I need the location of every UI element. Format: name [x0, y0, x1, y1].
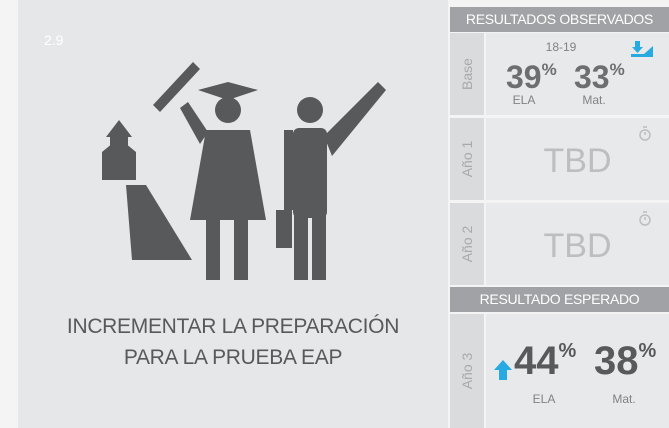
man-arm	[324, 82, 386, 156]
school-roof	[102, 138, 136, 152]
unit: %	[610, 60, 625, 79]
goal-number: 2.9	[44, 32, 63, 48]
gown	[190, 130, 266, 220]
year3-cell: 44% ELA 38% Mat.	[486, 314, 669, 428]
grad-leg	[206, 218, 220, 280]
download-icon	[631, 41, 653, 57]
grad-leg	[234, 218, 248, 280]
row-label-cell: Año 3	[450, 314, 484, 428]
grad-arm	[180, 102, 208, 144]
year1-cell: TBD	[486, 118, 669, 200]
ela-result: 44%	[514, 339, 576, 384]
status: TBD	[486, 227, 669, 266]
unit: %	[542, 60, 557, 79]
man-leg	[312, 215, 326, 280]
value: 33	[574, 59, 610, 95]
row-label: Base	[459, 58, 475, 90]
row-label-cell: Base	[450, 33, 484, 115]
value: 39	[506, 59, 542, 95]
up-arrow	[494, 360, 512, 380]
man-body	[293, 128, 327, 218]
ela-result: 39%	[506, 59, 557, 96]
goal-title: INCREMENTAR LA PREPARACIÓN	[18, 315, 448, 339]
status: TBD	[486, 142, 669, 181]
subject: ELA	[526, 392, 562, 406]
year2-cell: TBD	[486, 203, 669, 285]
value: 38	[594, 339, 639, 383]
row-label: Año 3	[459, 353, 475, 390]
subject: Mat.	[576, 93, 612, 107]
row-label-cell: Año 2	[450, 203, 484, 285]
observed-header: RESULTADOS OBSERVADOS	[450, 7, 669, 32]
subject: Mat.	[604, 392, 644, 406]
school-year: 18-19	[486, 40, 636, 54]
clock-icon	[638, 211, 652, 227]
school-body	[102, 152, 136, 180]
goal-panel: 2.9 INCREMENTAR LA PREPARACI	[18, 0, 448, 428]
church-roof	[106, 120, 132, 137]
row-label: Año 2	[459, 226, 475, 263]
man-head	[297, 97, 323, 123]
math-result: 38%	[594, 339, 656, 384]
page: {"badge": "2.9", "title": ["INCREMENTAR …	[0, 0, 669, 428]
briefcase	[276, 210, 292, 248]
base-cell: 18-19 39% ELA 33% Mat.	[486, 33, 669, 115]
unit: %	[639, 340, 657, 362]
expected-header: RESULTADO ESPERADO	[450, 287, 669, 312]
illustration	[88, 60, 388, 290]
subject: ELA	[508, 93, 540, 107]
unit: %	[559, 340, 577, 362]
man-arm	[284, 130, 293, 210]
value: 44	[514, 339, 559, 383]
goal-title: PARA LA PRUEBA EAP	[18, 346, 448, 370]
clock-icon	[638, 126, 652, 142]
diploma	[153, 62, 200, 112]
path	[126, 185, 192, 260]
math-result: 33%	[574, 59, 625, 96]
row-label: Año 1	[459, 141, 475, 178]
grad-head	[215, 97, 241, 123]
man-leg	[294, 215, 308, 280]
row-label-cell: Año 1	[450, 118, 484, 200]
